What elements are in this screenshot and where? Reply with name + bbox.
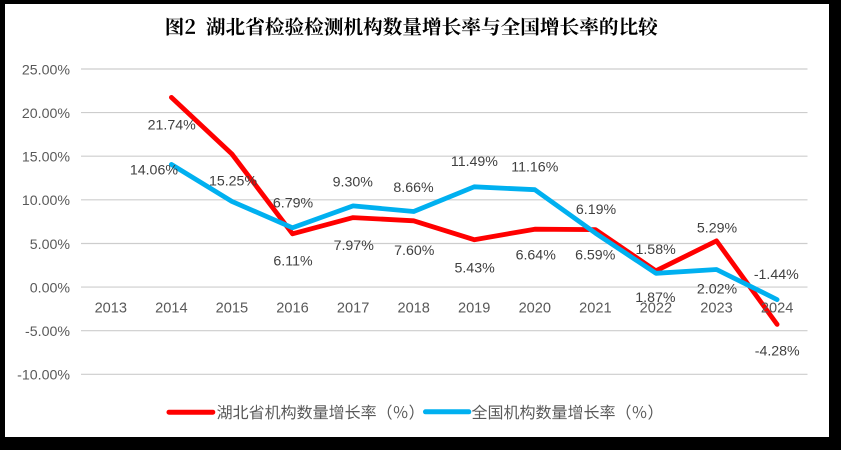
svg-text:8.66%: 8.66% <box>393 180 434 196</box>
svg-text:2022: 2022 <box>640 300 672 316</box>
svg-text:11.49%: 11.49% <box>451 154 498 170</box>
svg-text:2023: 2023 <box>700 300 732 316</box>
svg-text:2.02%: 2.02% <box>697 281 738 297</box>
svg-text:6.19%: 6.19% <box>576 202 617 218</box>
svg-text:1.58%: 1.58% <box>635 242 676 258</box>
svg-text:2017: 2017 <box>337 300 369 316</box>
svg-text:9.30%: 9.30% <box>333 175 374 191</box>
svg-text:5.00%: 5.00% <box>30 237 71 253</box>
svg-text:2015: 2015 <box>216 300 248 316</box>
svg-text:2016: 2016 <box>276 300 308 316</box>
svg-text:2024: 2024 <box>761 300 793 316</box>
svg-text:6.64%: 6.64% <box>516 248 557 264</box>
svg-text:15.00%: 15.00% <box>22 150 71 166</box>
svg-text:2019: 2019 <box>458 300 490 316</box>
svg-text:-5.00%: -5.00% <box>25 324 70 340</box>
svg-text:25.00%: 25.00% <box>22 62 71 78</box>
svg-text:0.00%: 0.00% <box>30 281 71 297</box>
svg-text:5.43%: 5.43% <box>454 261 495 277</box>
svg-text:15.25%: 15.25% <box>209 173 258 189</box>
svg-text:2018: 2018 <box>397 300 429 316</box>
svg-text:5.29%: 5.29% <box>697 221 738 237</box>
svg-text:2021: 2021 <box>579 300 611 316</box>
svg-text:1.87%: 1.87% <box>635 290 676 306</box>
svg-text:21.74%: 21.74% <box>148 117 197 133</box>
svg-text:6.11%: 6.11% <box>273 254 313 270</box>
svg-text:6.79%: 6.79% <box>273 196 314 212</box>
svg-text:-1.44%: -1.44% <box>754 267 799 283</box>
svg-text:7.97%: 7.97% <box>334 238 375 254</box>
svg-text:2020: 2020 <box>519 300 551 316</box>
svg-text:10.00%: 10.00% <box>22 193 71 209</box>
svg-text:2014: 2014 <box>155 300 187 316</box>
svg-text:11.16%: 11.16% <box>511 160 558 176</box>
svg-text:-4.28%: -4.28% <box>755 344 800 360</box>
svg-text:7.60%: 7.60% <box>394 243 435 259</box>
svg-text:6.59%: 6.59% <box>575 248 616 264</box>
svg-text:20.00%: 20.00% <box>22 106 71 122</box>
svg-text:14.06%: 14.06% <box>130 163 179 179</box>
svg-text:2013: 2013 <box>95 300 127 316</box>
svg-text:-10.00%: -10.00% <box>17 368 70 384</box>
